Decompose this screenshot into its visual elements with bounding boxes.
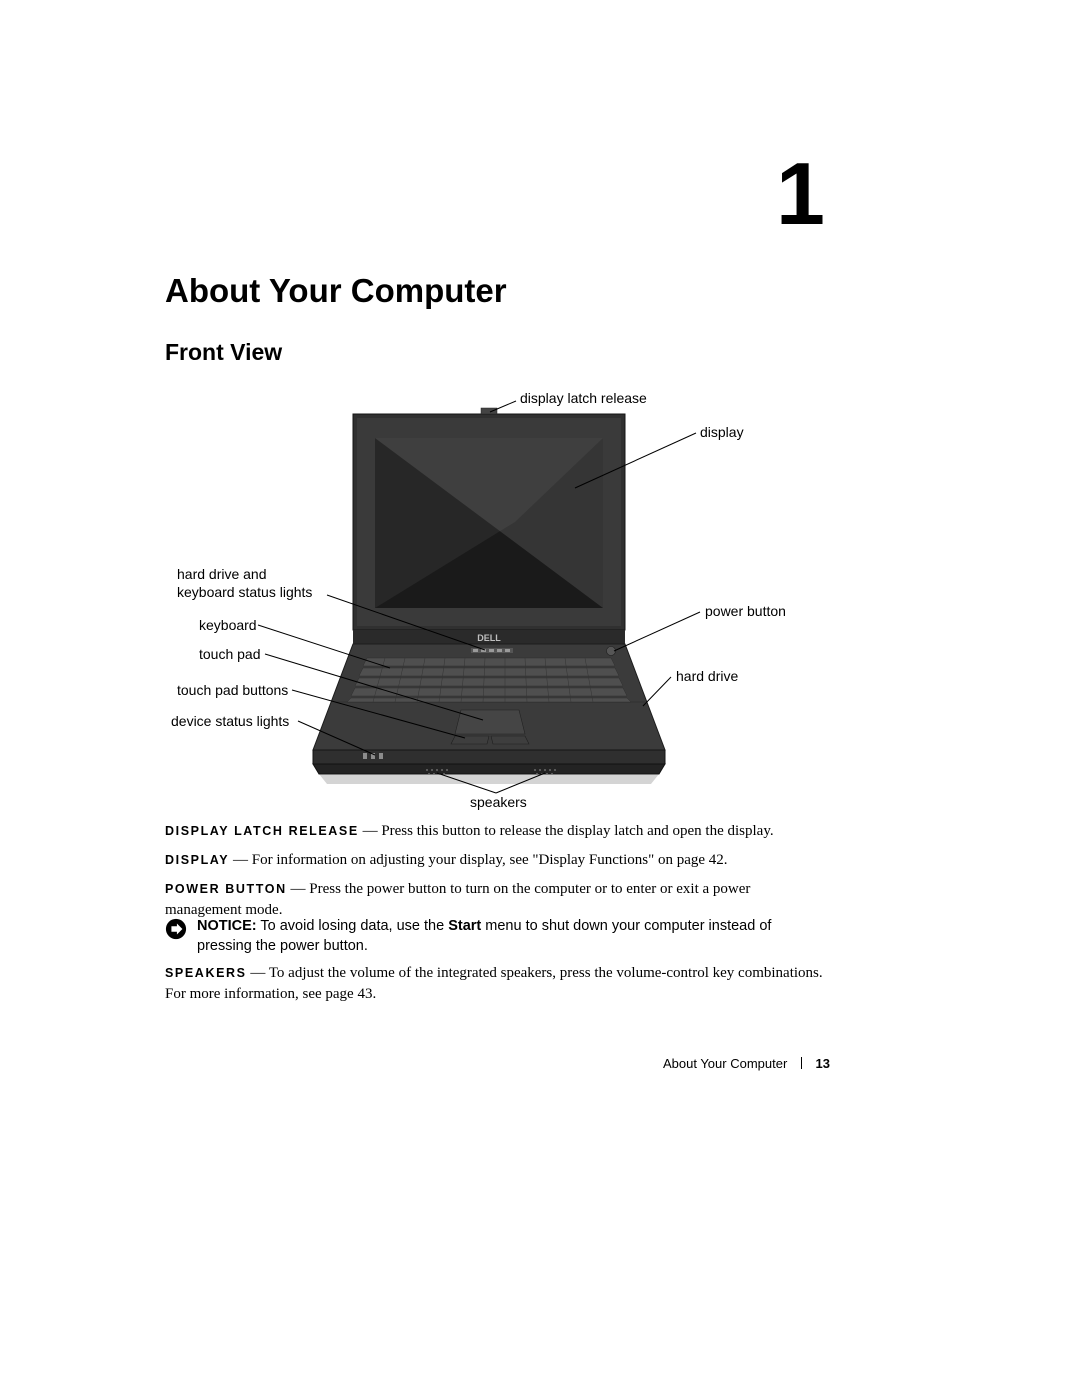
footer-section: About Your Computer (663, 1056, 787, 1071)
callout-hard-drive: hard drive (676, 668, 738, 686)
callout-speakers: speakers (470, 794, 527, 812)
callout-power-button: power button (705, 603, 786, 621)
desc-dash: — (363, 823, 382, 839)
descriptions-block: DISPLAY LATCH RELEASE — Press this butto… (165, 821, 830, 929)
desc-dash: — (233, 852, 252, 868)
front-view-diagram: DELL (165, 380, 830, 810)
callout-keyboard: keyboard (199, 617, 257, 635)
chapter-title: About Your Computer (165, 272, 507, 310)
desc-text: Press this button to release the display… (381, 823, 773, 839)
callout-touch-pad-buttons: touch pad buttons (177, 682, 288, 700)
notice-body-before: To avoid losing data, use the (260, 918, 448, 934)
notice-arrow-icon (165, 918, 187, 940)
desc-label: DISPLAY LATCH RELEASE (165, 824, 359, 838)
footer-separator (801, 1057, 802, 1069)
desc-display: DISPLAY — For information on adjusting y… (165, 850, 830, 871)
page-footer: About Your Computer 13 (663, 1056, 830, 1071)
notice-label: NOTICE: (197, 918, 257, 934)
desc-dash: — (250, 965, 268, 981)
desc-label: DISPLAY (165, 853, 229, 867)
desc-speakers-block: SPEAKERS — To adjust the volume of the i… (165, 963, 830, 1013)
callout-touch-pad: touch pad (199, 646, 261, 664)
callout-display-latch-release: display latch release (520, 390, 647, 408)
callout-display: display (700, 424, 744, 442)
desc-text: For information on adjusting your displa… (252, 852, 728, 868)
footer-page-number: 13 (816, 1056, 830, 1071)
desc-power-button: POWER BUTTON — Press the power button to… (165, 879, 830, 921)
desc-dash: — (291, 881, 310, 897)
desc-label: SPEAKERS (165, 966, 247, 980)
chapter-number: 1 (776, 150, 825, 238)
desc-display-latch-release: DISPLAY LATCH RELEASE — Press this butto… (165, 821, 830, 842)
callout-device-status-lights: device status lights (171, 713, 289, 731)
desc-label: POWER BUTTON (165, 882, 287, 896)
notice-block: NOTICE: To avoid losing data, use the St… (165, 917, 830, 956)
section-heading: Front View (165, 339, 282, 366)
document-page: 1 About Your Computer Front View DELL (0, 0, 1080, 1397)
notice-text: NOTICE: To avoid losing data, use the St… (197, 917, 830, 956)
callout-hard-drive-status: hard drive and keyboard status lights (177, 566, 312, 601)
notice-body-bold: Start (448, 918, 481, 934)
desc-speakers: SPEAKERS — To adjust the volume of the i… (165, 963, 830, 1005)
